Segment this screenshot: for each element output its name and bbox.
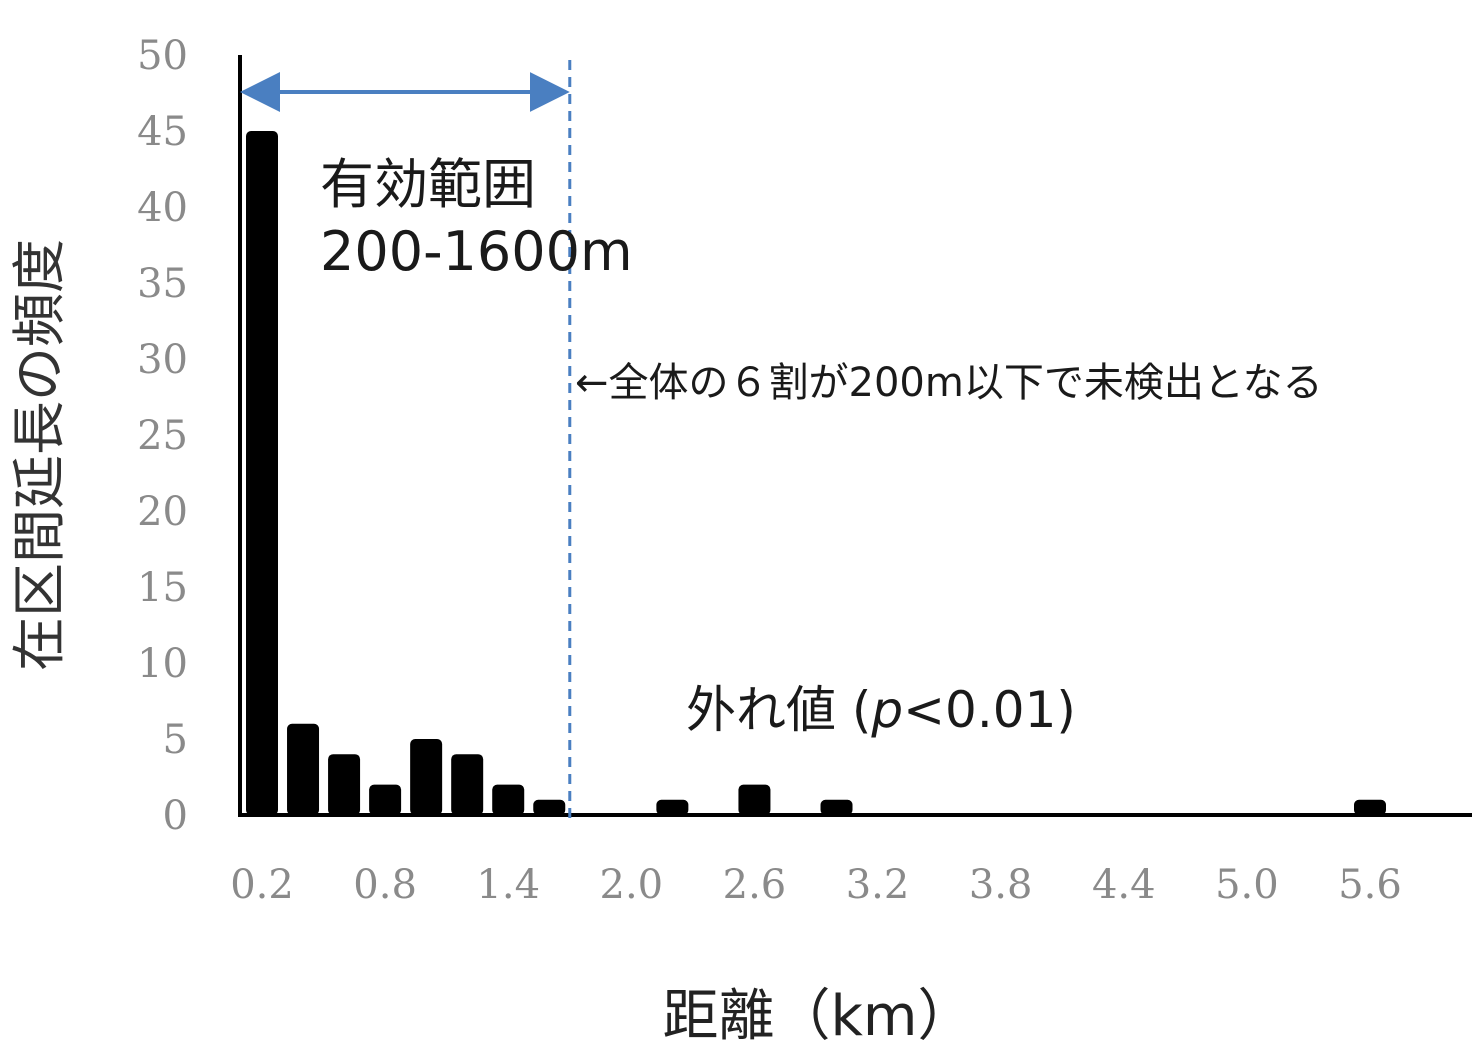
y-tick-label: 10 <box>137 641 188 687</box>
histogram-bar <box>1354 799 1386 815</box>
histogram-bar <box>287 723 320 815</box>
y-axis-tick-labels: 0 5 10 15 20 25 30 35 40 45 50 <box>137 33 188 839</box>
y-tick-label: 45 <box>137 109 188 155</box>
y-tick-label: 30 <box>137 337 188 383</box>
y-tick-label: 15 <box>137 565 188 611</box>
y-tick-label: 5 <box>163 717 188 763</box>
y-tick-label: 35 <box>137 261 188 307</box>
histogram-bar <box>738 784 771 815</box>
y-axis-title: 在区間延長の頻度 <box>8 239 71 671</box>
x-tick-label: 5.0 <box>1215 862 1279 908</box>
x-tick-label: 2.6 <box>723 862 787 908</box>
y-tick-label: 50 <box>137 33 188 79</box>
histogram-bar <box>533 799 566 815</box>
detection-note: ←全体の６割が200m以下で未検出となる <box>575 360 1323 406</box>
x-tick-label: 0.2 <box>230 862 294 908</box>
x-tick-label: 2.0 <box>600 862 664 908</box>
outlier-p-symbol: p <box>870 681 903 739</box>
x-tick-label: 1.4 <box>476 862 540 908</box>
outlier-label-prefix: 外れ値 ( <box>686 681 871 739</box>
histogram-bar <box>246 131 278 815</box>
effective-range-title: 有効範囲 <box>320 153 536 216</box>
bars <box>246 131 1386 815</box>
histogram-bar <box>410 739 443 815</box>
x-tick-label: 3.2 <box>846 862 910 908</box>
y-tick-label: 0 <box>163 793 188 839</box>
histogram-bar <box>656 799 689 815</box>
x-tick-label: 3.8 <box>969 862 1033 908</box>
histogram-bar <box>451 754 484 815</box>
outlier-label-suffix: <0.01) <box>903 681 1076 739</box>
x-axis-title: 距離（km） <box>663 984 974 1049</box>
histogram-bar <box>492 784 525 815</box>
histogram-bar <box>369 784 402 815</box>
x-axis-tick-labels: 0.2 0.8 1.4 2.0 2.6 3.2 3.8 4.4 5.0 5.6 <box>230 862 1402 908</box>
y-tick-label: 40 <box>137 185 188 231</box>
histogram-bar <box>328 754 361 815</box>
y-tick-label: 25 <box>137 413 188 459</box>
outlier-label: 外れ値 (p<0.01) <box>686 681 1076 739</box>
y-tick-label: 20 <box>137 489 188 535</box>
effective-range-value: 200-1600m <box>320 220 633 283</box>
x-tick-label: 0.8 <box>353 862 417 908</box>
histogram-bar <box>820 799 853 815</box>
x-tick-label: 4.4 <box>1092 862 1156 908</box>
x-tick-label: 5.6 <box>1338 862 1402 908</box>
